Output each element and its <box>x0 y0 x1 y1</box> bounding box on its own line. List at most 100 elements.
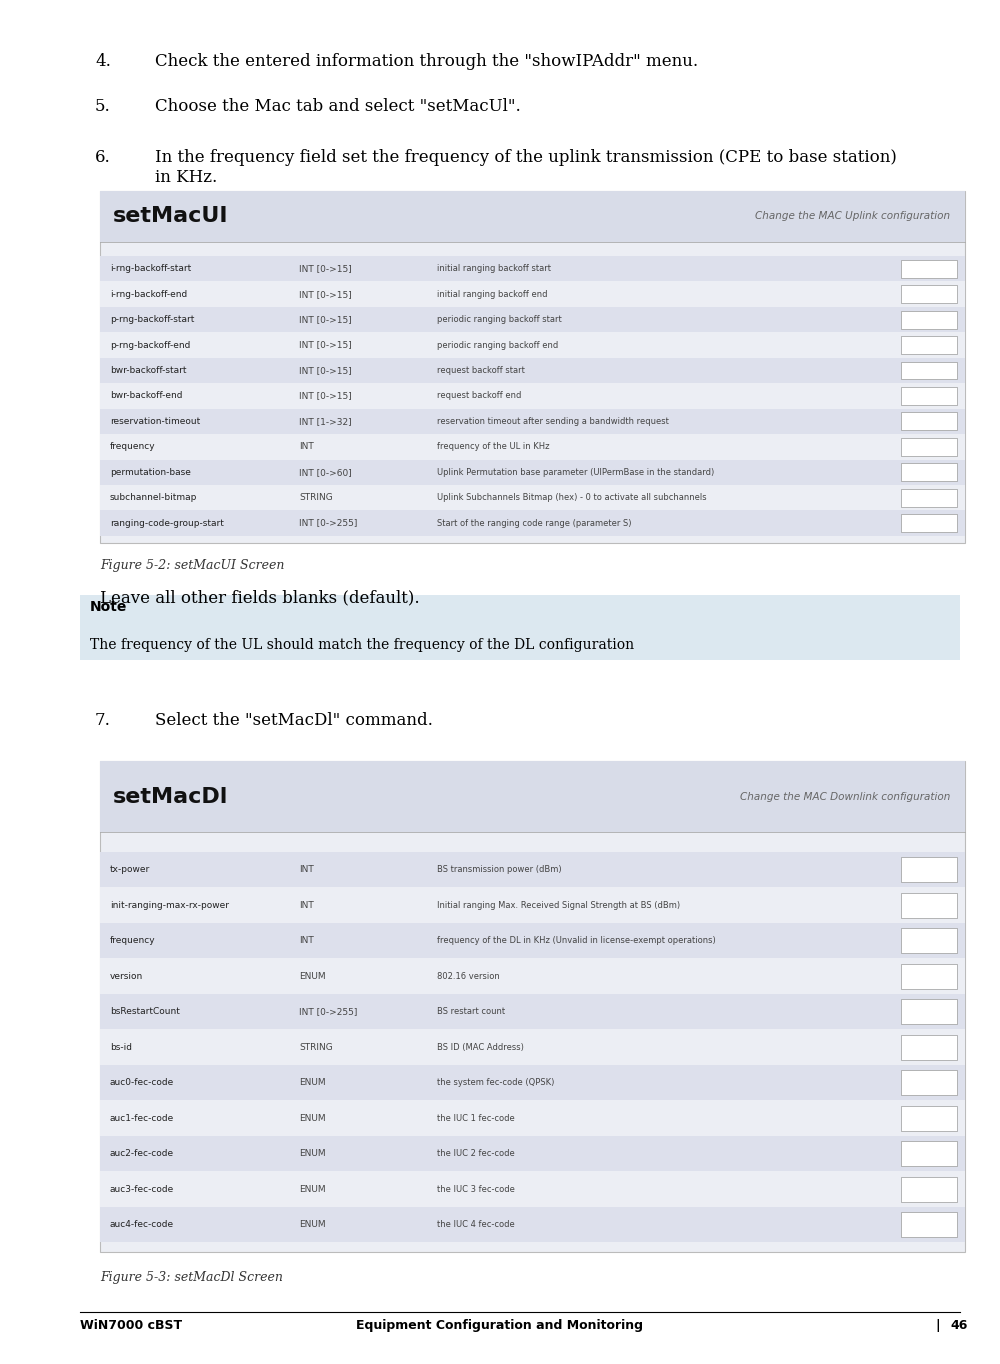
Text: auc4-fec-code: auc4-fec-code <box>110 1219 174 1229</box>
FancyBboxPatch shape <box>100 1101 965 1136</box>
Text: In the frequency field set the frequency of the uplink transmission (CPE to base: In the frequency field set the frequency… <box>155 149 897 186</box>
FancyBboxPatch shape <box>901 438 957 456</box>
FancyBboxPatch shape <box>901 514 957 532</box>
Text: STRING: STRING <box>299 1042 333 1052</box>
FancyBboxPatch shape <box>100 333 965 357</box>
Text: Select the "setMacDl" command.: Select the "setMacDl" command. <box>155 712 433 728</box>
Text: INT [0->60]: INT [0->60] <box>299 468 352 477</box>
Text: Start of the ranging code range (parameter S): Start of the ranging code range (paramet… <box>437 518 632 528</box>
FancyBboxPatch shape <box>100 959 965 994</box>
Text: INT [0->15]: INT [0->15] <box>299 265 352 273</box>
Text: ranging-code-group-start: ranging-code-group-start <box>110 518 224 528</box>
Text: Choose the Mac tab and select "setMacUl".: Choose the Mac tab and select "setMacUl"… <box>155 98 521 115</box>
Text: BS transmission power (dBm): BS transmission power (dBm) <box>437 865 562 874</box>
Text: Leave all other fields blanks (default).: Leave all other fields blanks (default). <box>100 589 420 606</box>
FancyBboxPatch shape <box>100 761 965 832</box>
FancyBboxPatch shape <box>901 412 957 430</box>
Text: The frequency of the UL should match the frequency of the DL configuration: The frequency of the UL should match the… <box>90 638 634 652</box>
Text: 802.16 version: 802.16 version <box>437 971 500 981</box>
Text: frequency: frequency <box>110 936 156 945</box>
Text: Uplink Permutation base parameter (UlPermBase in the standard): Uplink Permutation base parameter (UlPer… <box>437 468 715 477</box>
FancyBboxPatch shape <box>901 1142 957 1166</box>
Text: INT [0->15]: INT [0->15] <box>299 391 352 401</box>
Text: BS ID (MAC Address): BS ID (MAC Address) <box>437 1042 524 1052</box>
Text: the IUC 4 fec-code: the IUC 4 fec-code <box>437 1219 515 1229</box>
Text: setMacDl: setMacDl <box>113 787 228 806</box>
FancyBboxPatch shape <box>901 1106 957 1131</box>
FancyBboxPatch shape <box>100 510 965 536</box>
FancyBboxPatch shape <box>100 191 965 543</box>
Text: p-rng-backoff-start: p-rng-backoff-start <box>110 315 194 325</box>
FancyBboxPatch shape <box>100 256 965 281</box>
Text: periodic ranging backoff start: periodic ranging backoff start <box>437 315 562 325</box>
Text: initial ranging backoff start: initial ranging backoff start <box>437 265 551 273</box>
FancyBboxPatch shape <box>901 488 957 506</box>
FancyBboxPatch shape <box>901 464 957 481</box>
Text: periodic ranging backoff end: periodic ranging backoff end <box>437 341 559 349</box>
Text: BS restart count: BS restart count <box>437 1007 505 1016</box>
FancyBboxPatch shape <box>901 1035 957 1060</box>
Text: the IUC 2 fec-code: the IUC 2 fec-code <box>437 1148 515 1158</box>
Text: INT [0->15]: INT [0->15] <box>299 366 352 375</box>
Text: permutation-base: permutation-base <box>110 468 191 477</box>
Text: reservation-timeout: reservation-timeout <box>110 417 200 426</box>
Text: Equipment Configuration and Monitoring: Equipment Configuration and Monitoring <box>356 1319 644 1333</box>
Text: INT [1->32]: INT [1->32] <box>299 417 352 426</box>
FancyBboxPatch shape <box>901 361 957 379</box>
FancyBboxPatch shape <box>100 761 965 1252</box>
Text: INT [0->255]: INT [0->255] <box>299 518 357 528</box>
FancyBboxPatch shape <box>100 486 965 510</box>
Text: init-ranging-max-rx-power: init-ranging-max-rx-power <box>110 900 229 910</box>
Text: frequency of the UL in KHz: frequency of the UL in KHz <box>437 442 550 451</box>
Text: bsRestartCount: bsRestartCount <box>110 1007 180 1016</box>
Text: auc3-fec-code: auc3-fec-code <box>110 1184 174 1194</box>
FancyBboxPatch shape <box>901 929 957 953</box>
FancyBboxPatch shape <box>100 307 965 333</box>
FancyBboxPatch shape <box>901 387 957 405</box>
Text: tx-power: tx-power <box>110 865 150 874</box>
FancyBboxPatch shape <box>901 336 957 355</box>
Text: bwr-backoff-start: bwr-backoff-start <box>110 366 186 375</box>
FancyBboxPatch shape <box>100 191 965 241</box>
Text: Initial ranging Max. Received Signal Strength at BS (dBm): Initial ranging Max. Received Signal Str… <box>437 900 680 910</box>
FancyBboxPatch shape <box>901 1071 957 1095</box>
FancyBboxPatch shape <box>100 357 965 383</box>
FancyBboxPatch shape <box>100 409 965 434</box>
Text: INT [0->15]: INT [0->15] <box>299 341 352 349</box>
FancyBboxPatch shape <box>901 858 957 883</box>
Text: Check the entered information through the "showIPAddr" menu.: Check the entered information through th… <box>155 52 698 70</box>
FancyBboxPatch shape <box>100 923 965 959</box>
Text: WiN7000 cBST: WiN7000 cBST <box>80 1319 182 1333</box>
Text: ENUM: ENUM <box>299 1113 326 1123</box>
Text: the system fec-code (QPSK): the system fec-code (QPSK) <box>437 1078 555 1087</box>
FancyBboxPatch shape <box>100 460 965 486</box>
Text: Change the MAC Downlink configuration: Change the MAC Downlink configuration <box>740 791 950 802</box>
FancyBboxPatch shape <box>100 383 965 409</box>
Text: 7.: 7. <box>95 712 111 728</box>
Text: Note: Note <box>90 600 127 614</box>
Text: reservation timeout after sending a bandwidth request: reservation timeout after sending a band… <box>437 417 669 426</box>
Text: Change the MAC Uplink configuration: Change the MAC Uplink configuration <box>755 211 950 221</box>
FancyBboxPatch shape <box>100 434 965 460</box>
Text: 5.: 5. <box>95 98 111 115</box>
FancyBboxPatch shape <box>100 1172 965 1207</box>
Text: INT [0->15]: INT [0->15] <box>299 315 352 325</box>
Text: the IUC 3 fec-code: the IUC 3 fec-code <box>437 1184 515 1194</box>
FancyBboxPatch shape <box>100 1136 965 1172</box>
FancyBboxPatch shape <box>901 964 957 989</box>
FancyBboxPatch shape <box>901 1213 957 1237</box>
Text: frequency: frequency <box>110 442 156 451</box>
FancyBboxPatch shape <box>100 281 965 307</box>
FancyBboxPatch shape <box>901 311 957 329</box>
Text: STRING: STRING <box>299 494 333 502</box>
Text: Figure 5-3: setMacDl Screen: Figure 5-3: setMacDl Screen <box>100 1271 283 1285</box>
Text: INT: INT <box>299 865 314 874</box>
Text: p-rng-backoff-end: p-rng-backoff-end <box>110 341 190 349</box>
FancyBboxPatch shape <box>901 1177 957 1202</box>
Text: auc1-fec-code: auc1-fec-code <box>110 1113 174 1123</box>
Text: request backoff end: request backoff end <box>437 391 522 401</box>
Text: INT: INT <box>299 936 314 945</box>
Text: Uplink Subchannels Bitmap (hex) - 0 to activate all subchannels: Uplink Subchannels Bitmap (hex) - 0 to a… <box>437 494 707 502</box>
Text: Figure 5-2: setMacUI Screen: Figure 5-2: setMacUI Screen <box>100 559 284 573</box>
FancyBboxPatch shape <box>100 1207 965 1243</box>
